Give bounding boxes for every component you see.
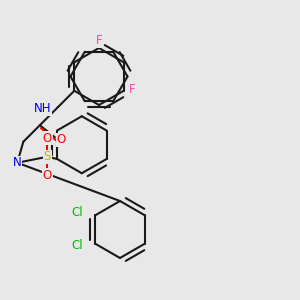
Text: O: O [43, 132, 52, 145]
Text: N: N [13, 156, 22, 169]
Text: F: F [96, 34, 102, 47]
Text: O: O [43, 169, 52, 182]
Text: S: S [44, 150, 51, 163]
Text: NH: NH [34, 102, 51, 115]
Text: F: F [129, 83, 135, 96]
Text: Cl: Cl [72, 239, 83, 252]
Text: Cl: Cl [72, 206, 83, 219]
Text: O: O [56, 133, 65, 146]
